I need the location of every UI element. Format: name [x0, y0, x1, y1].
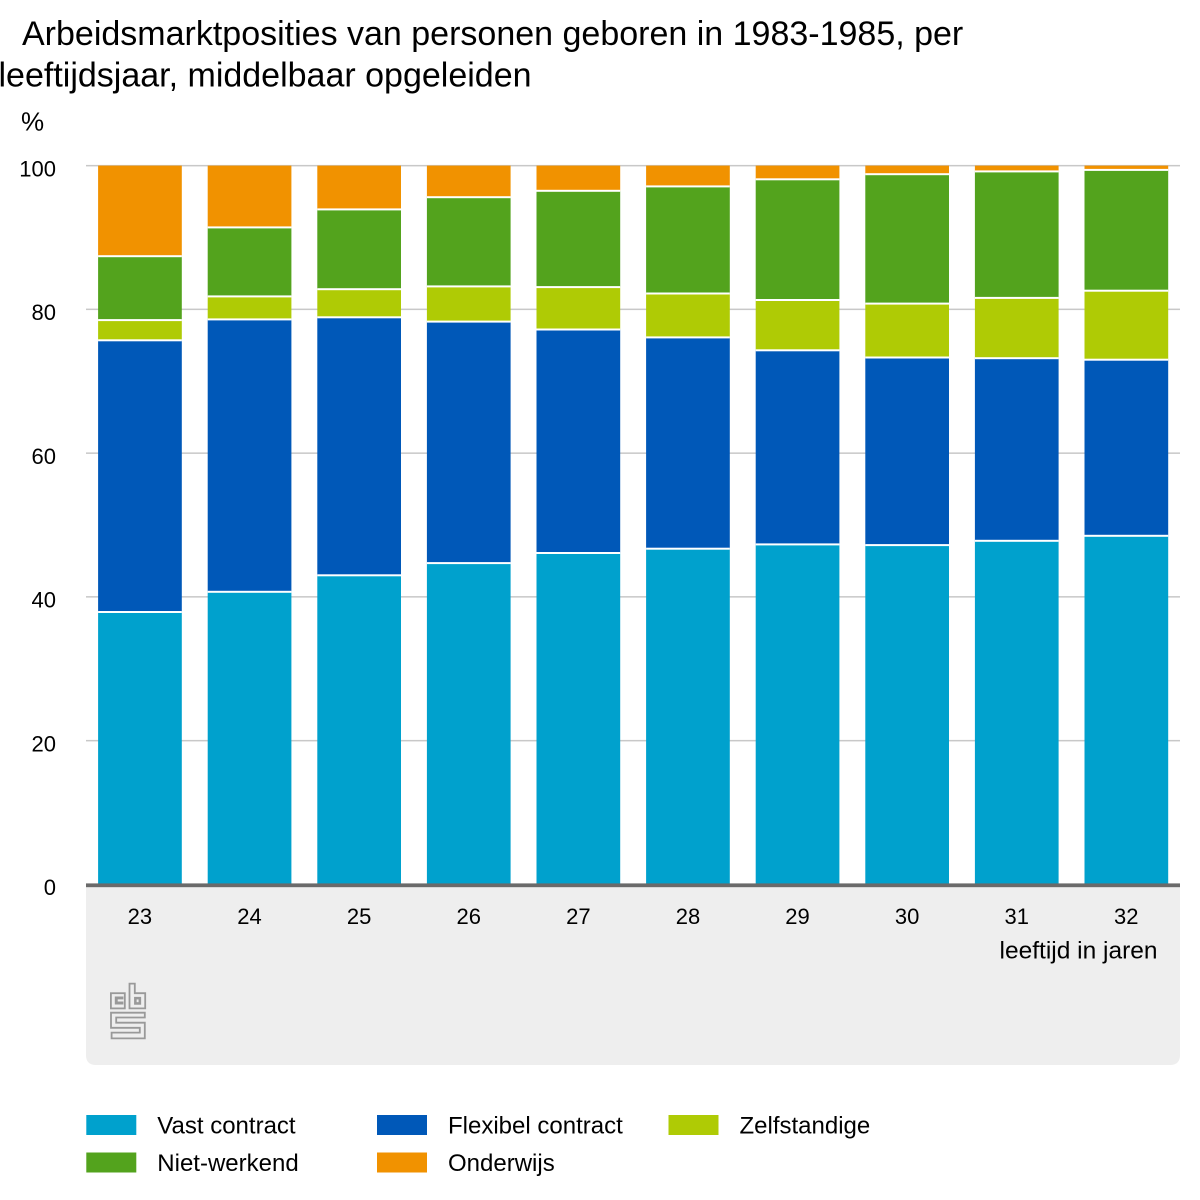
svg-text:26: 26 [457, 904, 481, 929]
svg-text:24: 24 [237, 904, 261, 929]
svg-text:28: 28 [676, 904, 700, 929]
svg-text:Flexibel contract: Flexibel contract [448, 1113, 623, 1140]
svg-text:Onderwijs: Onderwijs [448, 1150, 555, 1177]
svg-text:27: 27 [566, 904, 590, 929]
svg-text:leeftijd in jaren: leeftijd in jaren [1000, 938, 1158, 965]
svg-text:0: 0 [44, 875, 56, 900]
svg-text:23: 23 [128, 904, 152, 929]
svg-text:Zelfstandige: Zelfstandige [740, 1113, 871, 1140]
svg-text:60: 60 [32, 444, 56, 469]
svg-text:Arbeidsmarktposities van perso: Arbeidsmarktposities van personen gebore… [22, 15, 963, 53]
svg-text:%: % [21, 106, 44, 136]
svg-text:29: 29 [785, 904, 809, 929]
svg-text:Niet-werkend: Niet-werkend [157, 1150, 298, 1177]
svg-text:leeftijdsjaar, middelbaar opge: leeftijdsjaar, middelbaar opgeleiden [0, 57, 532, 95]
svg-text:80: 80 [32, 300, 56, 325]
svg-text:Vast contract: Vast contract [157, 1113, 296, 1140]
svg-text:20: 20 [32, 731, 56, 756]
svg-text:30: 30 [895, 904, 919, 929]
svg-text:31: 31 [1005, 904, 1029, 929]
svg-text:40: 40 [32, 588, 56, 613]
svg-text:100: 100 [19, 156, 56, 181]
svg-text:32: 32 [1114, 904, 1138, 929]
svg-text:25: 25 [347, 904, 371, 929]
